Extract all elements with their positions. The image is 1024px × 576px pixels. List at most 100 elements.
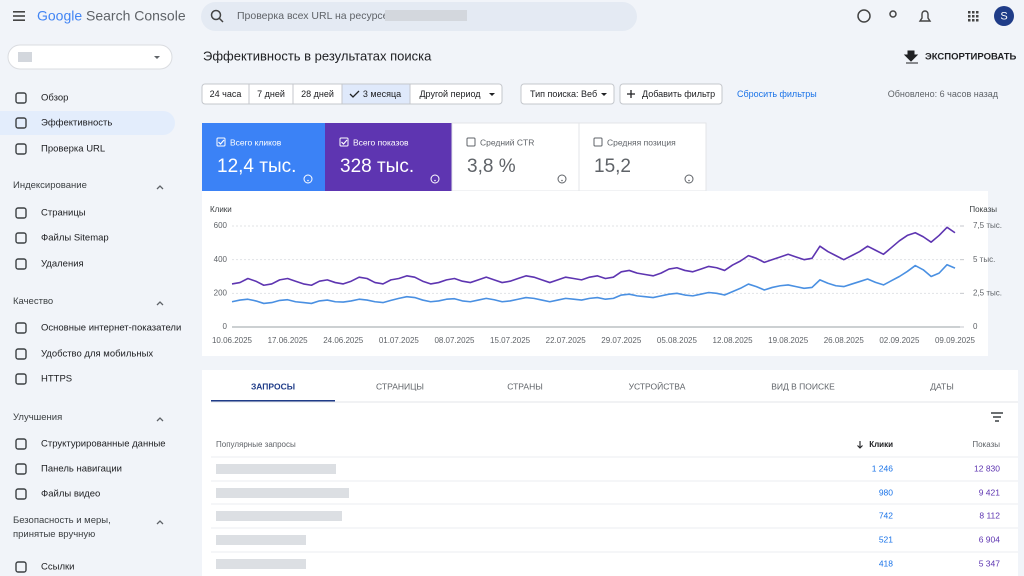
tab[interactable]: ВИД В ПОИСКЕ [771, 381, 835, 391]
table: ЗАПРОСЫ СТРАНИЦЫ СТРАНЫ УСТРОЙСТВА ВИД В ПОИ… [211, 380, 1018, 569]
search-type-chip[interactable] [520, 83, 615, 105]
property-selector[interactable] [7, 44, 173, 70]
tab[interactable]: ДАТЫ [930, 381, 953, 391]
metric-value: 328 тыс. [340, 156, 414, 177]
clicks-cell: 1 246 [872, 463, 894, 473]
metric-checkbox [339, 137, 349, 147]
export-icon [903, 50, 919, 64]
impressions-cell: 8 112 [979, 510, 1000, 520]
table-panel [202, 370, 1018, 576]
impressions-cell: 6 904 [979, 534, 1001, 544]
group-title[interactable]: Индексирование [13, 180, 87, 191]
add-filter-chip[interactable] [619, 83, 723, 105]
menu-button[interactable] [13, 11, 25, 21]
add-filter: Добавить фильтр [642, 89, 715, 99]
blurred-query [216, 559, 306, 569]
nav-item[interactable]: Эффективность [41, 118, 112, 129]
apps-dot [976, 11, 979, 14]
x-tick-label: 02.09.2025 [879, 336, 920, 345]
x-tick-label: 29.07.2025 [601, 336, 642, 345]
help-icon [430, 174, 440, 184]
nav-item[interactable]: HTTPS [41, 374, 72, 385]
tab[interactable]: СТРАНИЦЫ [376, 381, 424, 391]
group-title[interactable]: Безопасность и меры, принятые вручную [13, 515, 111, 540]
help-icon-dot [688, 179, 690, 182]
nav-item[interactable]: Удобство для мобильных [41, 349, 153, 360]
nav-icon [15, 117, 27, 129]
x-tick-label: 10.06.2025 [212, 336, 253, 345]
chart: Клики Показы 0 200 400 600 0 2,5 тыс. 5 тыс. 7,5 … [210, 205, 1002, 345]
tab[interactable]: УСТРОЙСТВА [629, 380, 686, 391]
metric-label: Всего кликов [230, 137, 282, 147]
column-header[interactable]: Показы [972, 440, 1000, 449]
range-button[interactable]: 7 дней [257, 89, 285, 99]
sidebar: Обзор Эффективность Проверка URL Индексиров… [0, 92, 181, 573]
group-title-box: Качество [13, 296, 54, 307]
column-header[interactable]: Клики [869, 440, 893, 449]
range-button[interactable]: Другой период [419, 89, 481, 99]
reset-filters[interactable]: Сбросить фильтры [737, 89, 817, 99]
nav-item[interactable]: Страницы [41, 208, 86, 219]
nav-item[interactable]: Ссылки [41, 562, 74, 573]
nav-item[interactable]: Проверка URL [41, 144, 105, 155]
nav-item[interactable]: Структурированные данные [41, 439, 166, 450]
group-title[interactable]: Качество [13, 296, 54, 307]
x-tick-label: 09.09.2025 [935, 336, 976, 345]
sort-arrow [857, 441, 863, 449]
help-icon [303, 174, 313, 184]
nav-icon [15, 143, 27, 155]
dropdown-arrow [489, 93, 495, 96]
clicks-cell: 742 [879, 510, 893, 520]
impressions-cell: 9 421 [979, 487, 1001, 497]
users-button[interactable] [889, 10, 897, 18]
x-tick-label: 22.07.2025 [546, 336, 587, 345]
range-button[interactable]: 28 дней [301, 89, 334, 99]
nav-item[interactable]: Файлы видео [41, 489, 100, 500]
nav-icon [15, 488, 27, 500]
tab[interactable]: ЗАПРОСЫ [251, 381, 295, 391]
x-tick-label: 19.08.2025 [768, 336, 809, 345]
x-tick-label: 24.06.2025 [323, 336, 364, 345]
apps-button[interactable] [968, 11, 979, 22]
metric-label: Средняя позиция [607, 137, 676, 147]
plus-icon [627, 90, 635, 98]
nav-item[interactable]: Удаления [41, 259, 84, 270]
metric-label: Средний CTR [480, 137, 534, 147]
nav-item[interactable]: Обзор [41, 93, 68, 104]
collapse-chevron [156, 185, 164, 190]
metric-cards: Всего кликов 12,4 тыс. Всего показов 328 ты… [202, 122, 707, 192]
blurred-query [216, 511, 342, 521]
help-button[interactable] [857, 9, 871, 23]
group-title-box: Индексирование [13, 180, 87, 191]
chart-panel [202, 191, 988, 356]
nav-icon [15, 561, 27, 573]
search-placeholder: Проверка всех URL на ресурсе [237, 10, 389, 22]
group-title[interactable]: Улучшения [13, 412, 63, 423]
nav-item[interactable]: Файлы Sitemap [41, 233, 109, 244]
nav-icon [15, 258, 27, 270]
tab[interactable]: СТРАНЫ [507, 381, 542, 391]
impressions-cell: 5 347 [979, 558, 1001, 568]
nav-item[interactable]: Основные интернет-показатели [41, 323, 181, 334]
export-button[interactable]: ЭКСПОРТИРОВАТЬ [925, 52, 1017, 63]
avatar[interactable] [994, 6, 1014, 26]
filter-icon[interactable] [991, 412, 1003, 422]
checkbox-tick [218, 139, 225, 145]
impressions-cell: 12 830 [974, 463, 1000, 473]
menu-icon [13, 11, 25, 13]
dropdown-arrow [154, 56, 160, 59]
collapse-chevron [156, 301, 164, 306]
y-tick-label: 600 [214, 221, 228, 230]
dropdown-arrow [601, 93, 607, 96]
notifications-button[interactable] [918, 10, 932, 22]
range-button[interactable]: 3 месяца [363, 89, 401, 99]
y-tick-label: 400 [214, 255, 228, 264]
nav-item[interactable]: Панель навигации [41, 464, 122, 475]
range-button[interactable]: 24 часа [210, 89, 242, 99]
help-icon-dot [307, 179, 309, 182]
apps-dot [972, 19, 975, 22]
y2-axis-label: Показы [969, 205, 997, 214]
toolbar: 24 часа 7 дней 28 дней 3 месяца Другой перио… [201, 83, 999, 105]
help-icon [557, 174, 567, 184]
nav-icon [15, 348, 27, 360]
